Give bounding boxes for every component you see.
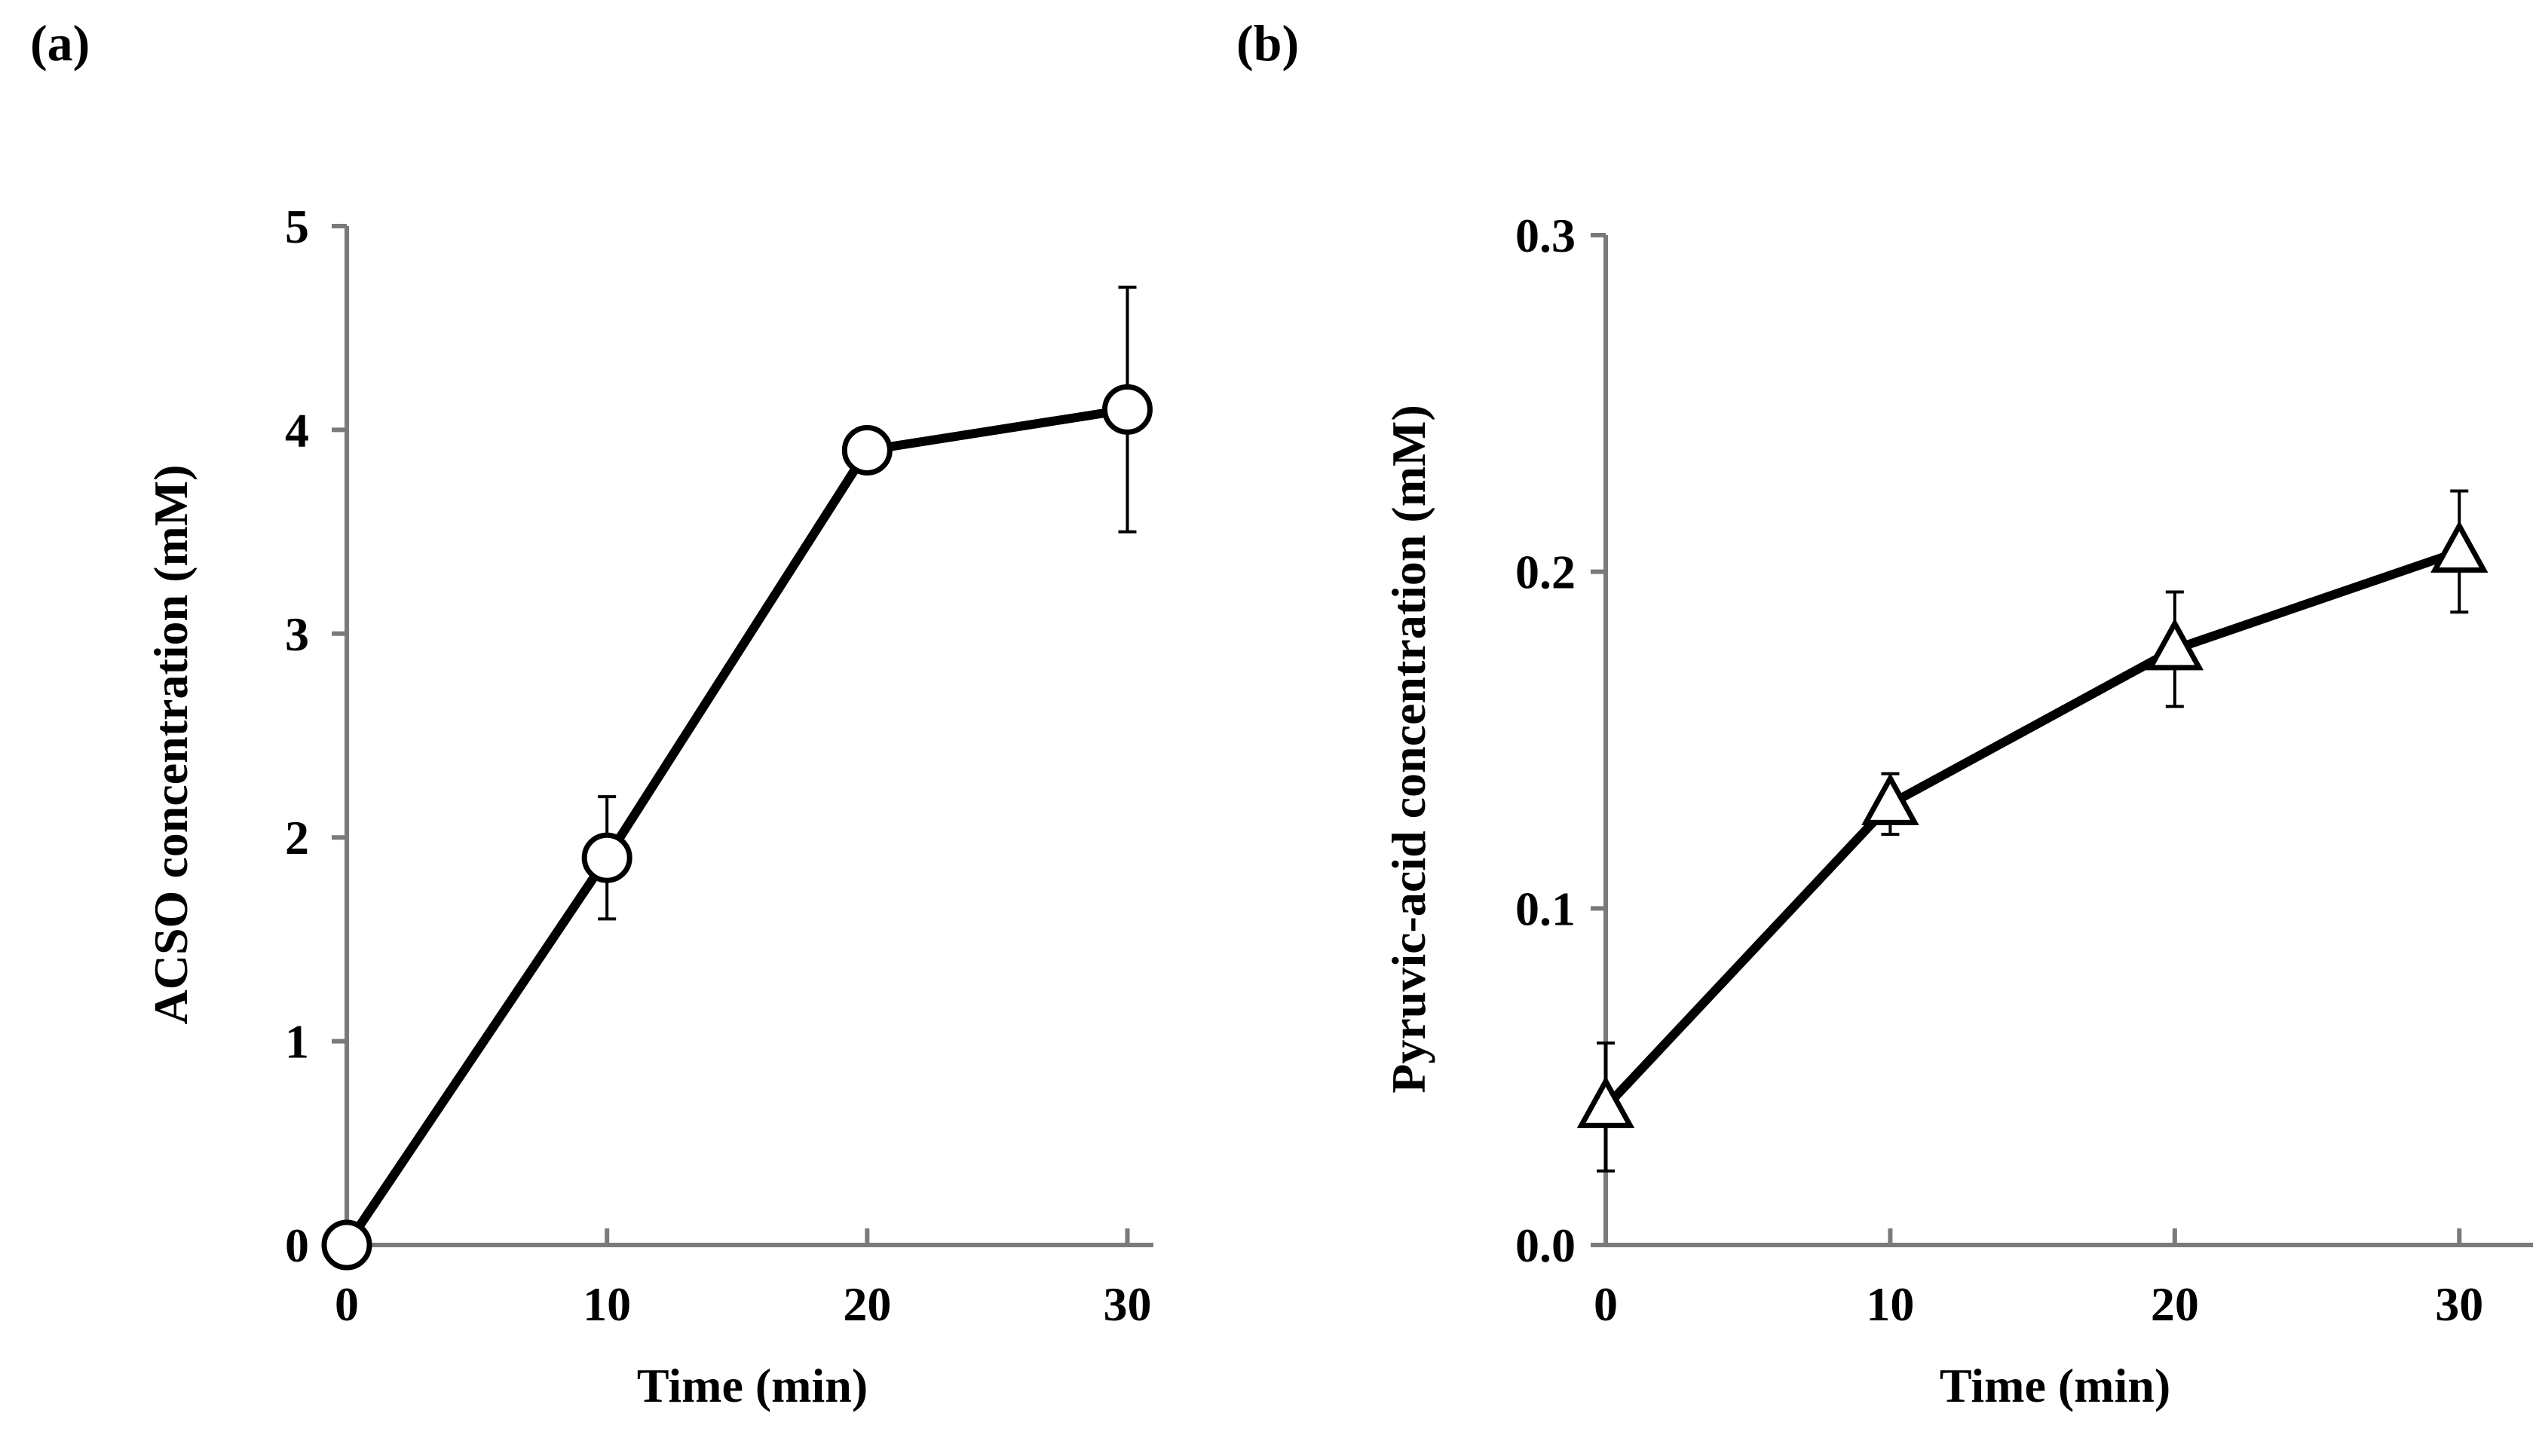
chart-panel-b: (b) 0.0 0.1 0.2 0.3 0 10 20 30 Time (min) Pyruv… — [1236, 14, 2533, 1412]
y-tick-label: 0 — [285, 1219, 309, 1272]
x-tick-label: 30 — [2435, 1277, 2483, 1331]
y-axis-title-a: ACSO concentration (mM) — [144, 465, 198, 1025]
series-line-acso — [343, 405, 1129, 1248]
y-tick-label: 2 — [285, 811, 309, 864]
markers-b — [1576, 520, 2489, 1128]
error-bars-a — [598, 286, 1137, 921]
y-tick-label: 0.2 — [1515, 546, 1576, 599]
data-point-circle — [321, 1219, 372, 1271]
x-tick-label: 0 — [335, 1277, 359, 1331]
data-point-circle — [841, 424, 893, 476]
y-tick-label: 5 — [285, 200, 309, 253]
data-point-triangle — [2430, 520, 2489, 573]
series-line-pyruvic-acid — [1602, 547, 2461, 1110]
x-tick-label: 10 — [1866, 1277, 1914, 1331]
y-tick-label: 0.3 — [1515, 209, 1576, 262]
y-tick-label: 0.0 — [1515, 1219, 1576, 1272]
data-point-circle — [1101, 384, 1153, 435]
y-tick-label: 3 — [285, 607, 309, 661]
x-tick-label: 10 — [583, 1277, 631, 1331]
data-point-triangle — [1861, 772, 1919, 825]
x-tick-label: 0 — [1594, 1277, 1618, 1331]
y-axis-title-b: Pyruvic-acid concentration (mM) — [1382, 405, 1435, 1094]
x-tick-label: 30 — [1103, 1277, 1151, 1331]
y-tick-label: 4 — [285, 403, 309, 457]
x-axis-title-b: Time (min) — [1940, 1359, 2170, 1412]
data-point-triangle — [2145, 618, 2204, 671]
ticks-b: 0.0 0.1 0.2 0.3 0 10 20 30 — [1515, 209, 2483, 1331]
data-point-triangle — [1576, 1075, 1635, 1128]
panel-label-a: (a) — [30, 14, 90, 72]
markers-a — [321, 384, 1153, 1271]
chart-panel-a: (a) 0 1 2 3 4 5 0 10 20 30 Time (min) ACSO concen… — [30, 14, 1153, 1412]
y-tick-label: 1 — [285, 1015, 309, 1069]
x-tick-label: 20 — [2151, 1277, 2199, 1331]
x-tick-label: 20 — [843, 1277, 891, 1331]
panel-label-b: (b) — [1236, 14, 1299, 72]
x-axis-title-a: Time (min) — [637, 1359, 868, 1412]
y-tick-label: 0.1 — [1515, 882, 1576, 935]
ticks-a: 0 1 2 3 4 5 0 10 20 30 — [285, 200, 1151, 1331]
data-point-circle — [581, 832, 632, 883]
